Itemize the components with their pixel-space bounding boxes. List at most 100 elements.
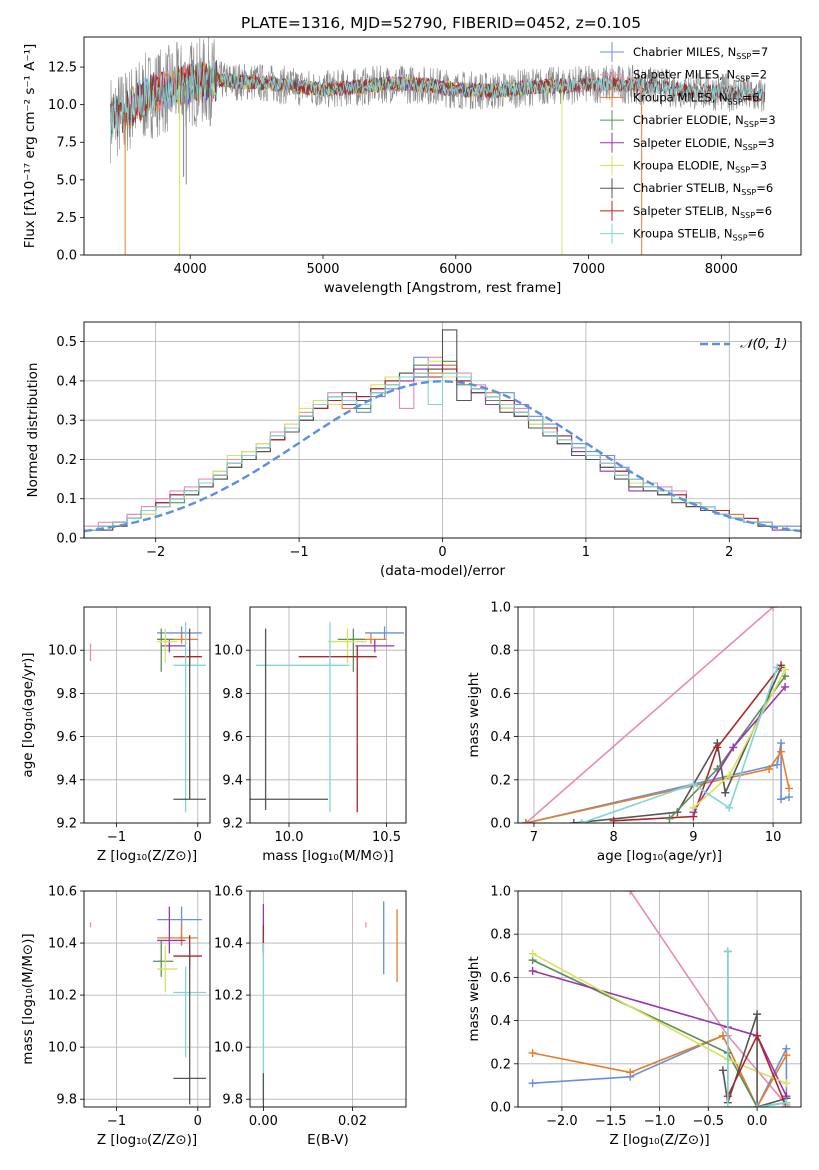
legend-label-subscript: SSP	[735, 75, 750, 84]
legend-label-prefix: Kroupa MILES, N	[633, 90, 728, 104]
legend-label-kroupa_miles: Kroupa MILES, NSSP=6	[633, 90, 759, 106]
y-tick-label: 10.2	[214, 989, 243, 1004]
weight-marker-chabrier_miles	[528, 1079, 537, 1088]
x-tick-label: 8	[610, 830, 618, 845]
y-tick-label: 0.5	[56, 335, 77, 350]
legend-label-prefix: Kroupa ELODIE, N	[633, 159, 735, 173]
x-tick-label: 9	[689, 830, 697, 845]
weight-marker-chabrier_miles	[785, 793, 794, 802]
legend-label-suffix: =6	[756, 181, 773, 195]
weight-marker-chabrier_stelib	[721, 788, 730, 797]
panel-residuals: −2 −1 0 1 2 0.0 0.1 0.2 0.3 0.4 0.5 (data-model)/er…	[25, 321, 802, 579]
y-tick-label: 9.4	[56, 773, 77, 788]
y-tick-label: 0.1	[56, 492, 77, 507]
axes-frame	[517, 890, 802, 1108]
legend-label-subscript: SSP	[741, 188, 756, 197]
axes-spectrum: 4000 5000 6000 7000 8000 0.0 2.5 5.0 7.5 10.0 12.5…	[48, 36, 802, 296]
weight-marker-kroupa_elodie	[781, 665, 790, 674]
legend-label-prefix: Chabrier STELIB, N	[633, 181, 741, 195]
y-tick-label: 0.0	[490, 817, 511, 832]
weight-marker-chabrier_elodie	[665, 814, 674, 823]
y-tick-label: 1.0	[490, 601, 511, 616]
y-tick-label: 1.0	[490, 885, 511, 900]
legend-label-salpeter_miles: Salpeter MILES, NSSP=2	[633, 68, 767, 84]
weight-marker-kroupa_stelib	[725, 803, 734, 812]
axes-frame	[83, 36, 802, 256]
panel-mass_vs_EBV: 0.00 0.02 9.8 10.0 10.2 10.4 10.6 E(B-V)	[214, 885, 407, 1148]
weight-marker-kroupa_elodie	[528, 949, 537, 958]
x-tick-label: 0	[194, 830, 202, 845]
x-tick-label: 10.5	[372, 830, 401, 845]
y-tick-label: 10.0	[48, 98, 77, 113]
legend-label-suffix: =7	[751, 45, 768, 59]
weight-marker-kroupa_stelib	[782, 1098, 791, 1107]
weight-marker-kroupa_miles	[785, 784, 794, 793]
x-axis-label: wavelength [Angstrom, rest frame]	[324, 280, 562, 296]
x-tick-label: 5000	[306, 262, 339, 277]
x-tick-label: −2	[146, 545, 165, 560]
panel-weight_vs_age: 7 8 9 10 0.0 0.2 0.4 0.6 0.8 1.0 age [log₁₀(age/yr…	[466, 601, 802, 864]
x-tick-label: −1.0	[644, 1114, 676, 1129]
legend-label-chabrier_elodie: Chabrier ELODIE, NSSP=3	[633, 113, 776, 129]
y-tick-label: 0.4	[490, 1014, 511, 1029]
legend-label-subscript: SSP	[740, 211, 755, 220]
x-axis-label: age [log₁₀(age/yr)]	[597, 848, 722, 864]
legend-label-suffix: =6	[743, 90, 760, 104]
x-axis-label: E(B-V)	[307, 1132, 349, 1148]
x-tick-label: 10	[765, 830, 782, 845]
weight-marker-kroupa_elodie	[725, 771, 734, 780]
plot-area-residuals	[84, 329, 801, 538]
x-tick-label: 0.00	[249, 1114, 278, 1129]
y-tick-label: 2.5	[56, 211, 77, 226]
y-tick-label: 9.2	[56, 817, 77, 832]
spectrum-model-line-kroupa_stelib	[110, 60, 765, 139]
legend-label-salpeter_elodie: Salpeter ELODIE, NSSP=3	[633, 136, 775, 152]
x-tick-label: 10.0	[275, 830, 304, 845]
weight-line-kroupa_stelib	[581, 667, 778, 823]
legend-label-subscript: SSP	[743, 143, 758, 152]
legend-label-subscript: SSP	[728, 97, 743, 106]
weight-line-kroupa_stelib	[727, 951, 787, 1107]
y-tick-label: 9.4	[222, 773, 243, 788]
x-tick-label: −1	[107, 830, 126, 845]
weight-marker-kroupa_miles	[528, 1049, 537, 1057]
weight-marker-chabrier_stelib	[753, 1010, 762, 1019]
plot-area-weight_vs_Z	[528, 891, 791, 1107]
legend-label-subscript: SSP	[735, 166, 750, 175]
plot-area-age_vs_mass	[250, 622, 405, 813]
weight-marker-kroupa_stelib	[723, 1103, 732, 1107]
y-tick-label: 0.0	[56, 249, 77, 264]
legend-spectrum: Chabrier MILES, NSSP=7 Salpeter MILES, NS…	[600, 42, 776, 244]
axes-mass_vs_Z: −1 0 9.8 10.0 10.2 10.4 10.6 Z [log₁₀(Z/Z⊙)]	[48, 885, 211, 1148]
x-tick-label: 4000	[174, 262, 207, 277]
y-tick-label: 9.6	[222, 730, 243, 745]
axes-weight_vs_Z: −2.0 −1.5 −1.0 −0.5 0.0 0.0 0.2 0.4 0.6 0.8 1.0 Z […	[490, 885, 802, 1148]
y-tick-label: 0.2	[56, 453, 77, 468]
y-tick-label: 10.0	[48, 1041, 77, 1056]
y-tick-label: 10.4	[214, 937, 243, 952]
y-tick-label: 12.5	[48, 61, 77, 76]
x-axis-label: Z [log₁₀(Z/Z⊙)]	[609, 1132, 709, 1148]
panel-age_vs_Z: −1 0 9.2 9.4 9.6 9.8 10.0 Z [log₁₀(Z/Z⊙)] age [l…	[20, 606, 211, 864]
y-tick-label: 0.8	[490, 928, 511, 943]
weight-marker-kroupa_elodie	[689, 803, 698, 812]
x-tick-label: 0	[438, 545, 446, 560]
weight-marker-salpeter_elodie	[781, 682, 790, 691]
plot-area-weight_vs_age	[521, 607, 794, 823]
legend-label-kroupa_stelib: Kroupa STELIB, NSSP=6	[633, 227, 764, 243]
legend-label-chabrier_miles: Chabrier MILES, NSSP=7	[633, 45, 768, 61]
weight-marker-salpeter_miles	[769, 607, 778, 611]
y-tick-label: 10.6	[48, 885, 77, 900]
y-axis-label: mass [log₁₀(M/M⊙)]	[20, 933, 36, 1064]
y-tick-label: 9.8	[222, 687, 243, 702]
axes-frame	[249, 606, 407, 824]
weight-marker-kroupa_miles	[521, 819, 530, 823]
y-tick-label: 0.2	[490, 1057, 511, 1072]
x-tick-label: 1	[582, 545, 590, 560]
legend-label-chabrier_stelib: Chabrier STELIB, NSSP=6	[633, 181, 773, 197]
weight-line-salpeter_elodie	[532, 970, 788, 1097]
weight-marker-chabrier_stelib	[569, 819, 578, 823]
legend-label-subscript: SSP	[736, 52, 751, 61]
normal-pdf-curve	[84, 380, 801, 533]
